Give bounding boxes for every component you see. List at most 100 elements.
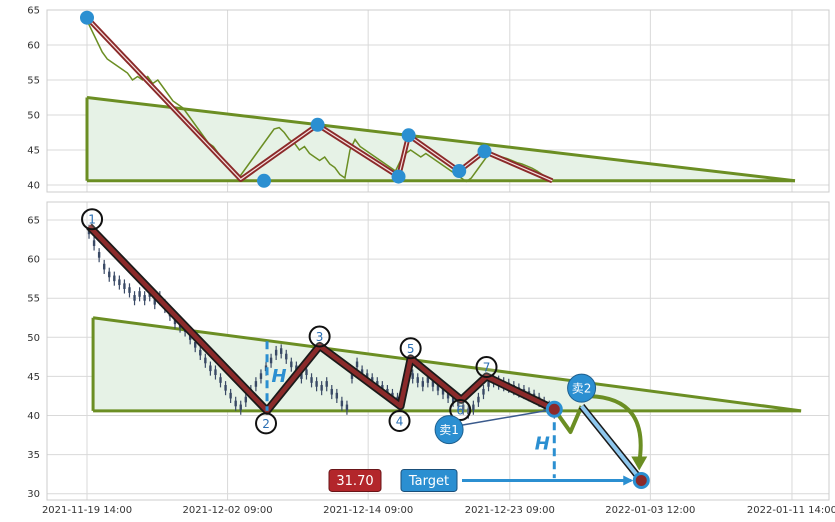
bottom-y-tick-label: 45 bbox=[27, 372, 40, 383]
top-panel-frame bbox=[46, 9, 830, 193]
top-pivot-point bbox=[452, 164, 467, 178]
candle-body bbox=[234, 400, 237, 407]
candle-body bbox=[426, 377, 430, 383]
curved-arrow-head bbox=[631, 456, 648, 471]
candle-body bbox=[467, 408, 470, 415]
pivot-label-circle bbox=[255, 412, 278, 435]
pivot-label-circle bbox=[449, 399, 472, 422]
candle-body bbox=[350, 373, 354, 379]
target-point bbox=[632, 471, 650, 489]
top-price-line bbox=[86, 20, 553, 183]
target-label-text: Target bbox=[408, 474, 449, 489]
candle-body bbox=[173, 318, 177, 325]
candle-body bbox=[219, 377, 222, 383]
sell-label: 卖2 bbox=[572, 382, 592, 396]
pivot-label-number: 7 bbox=[483, 361, 491, 375]
bottom-y-tick-label: 55 bbox=[27, 294, 40, 305]
candle-body bbox=[446, 392, 450, 399]
bottom-triangle-upper-line bbox=[92, 316, 802, 413]
candle-body bbox=[487, 381, 490, 387]
candle-body bbox=[365, 373, 369, 379]
bottom-y-tick-label: 35 bbox=[27, 450, 40, 461]
candle-body bbox=[118, 279, 121, 286]
candle-body bbox=[194, 342, 197, 348]
candle-body bbox=[360, 369, 364, 376]
candle-body bbox=[305, 369, 308, 376]
candle-body bbox=[285, 353, 288, 360]
candle-body bbox=[92, 240, 96, 246]
candle-body bbox=[441, 388, 445, 395]
candle-body bbox=[108, 271, 111, 278]
candle-body bbox=[214, 369, 217, 376]
candle-body bbox=[320, 385, 323, 391]
top-pivot-point bbox=[80, 10, 94, 25]
target-value-box bbox=[328, 468, 382, 492]
x-tick-label: 2022-01-03 12:00 bbox=[605, 505, 695, 516]
candle-body bbox=[279, 348, 283, 354]
candle-body bbox=[411, 373, 414, 379]
candle-body bbox=[300, 373, 303, 379]
h-marker-label: H bbox=[535, 434, 550, 455]
candle-body bbox=[128, 287, 131, 293]
candle-body bbox=[274, 349, 278, 356]
sell-circle bbox=[434, 415, 464, 445]
bottom-y-tick-label: 30 bbox=[27, 489, 40, 500]
sell-label: 卖1 bbox=[439, 423, 459, 437]
top-y-tick-label: 50 bbox=[27, 111, 40, 122]
x-tick-label: 2022-01-11 14:00 bbox=[747, 505, 835, 516]
candle-body bbox=[239, 404, 242, 411]
top-y-tick-label: 60 bbox=[27, 41, 40, 52]
top-y-tick-label: 65 bbox=[27, 6, 40, 17]
bottom-panel-frame bbox=[46, 201, 830, 501]
sell1-connector bbox=[458, 408, 555, 427]
x-tick-label: 2021-11-19 14:00 bbox=[42, 505, 132, 516]
curved-arrow bbox=[589, 394, 643, 463]
candle-body bbox=[325, 381, 328, 387]
bottom-y-tick-label: 60 bbox=[27, 255, 40, 266]
projection-rebound bbox=[552, 405, 584, 434]
candle-body bbox=[269, 357, 273, 364]
candle-body bbox=[113, 275, 116, 282]
candle-body bbox=[102, 263, 106, 270]
top-pivot-point bbox=[257, 173, 271, 188]
candle-body bbox=[224, 385, 227, 391]
projection-drop-inner bbox=[580, 404, 643, 482]
candle-body bbox=[123, 283, 126, 289]
top-y-tick-label: 45 bbox=[27, 146, 40, 157]
pivot-label-number: 1 bbox=[88, 213, 96, 227]
candle-body bbox=[188, 334, 192, 340]
pivot-label-circle bbox=[475, 356, 498, 379]
candle-body bbox=[204, 357, 207, 364]
candle-body bbox=[462, 404, 465, 411]
candle-body bbox=[290, 361, 293, 368]
target-value-text: 31.70 bbox=[336, 474, 373, 489]
top-pivot-point bbox=[401, 128, 416, 143]
candle-body bbox=[153, 298, 156, 305]
candle-body bbox=[244, 396, 247, 403]
top-triangle-upper-line bbox=[86, 96, 796, 183]
candle-body bbox=[315, 381, 318, 387]
candle-body bbox=[229, 392, 232, 399]
candle-body bbox=[456, 400, 460, 407]
candle-body bbox=[416, 377, 419, 383]
candle-body bbox=[310, 377, 313, 383]
pivot-label-number: 3 bbox=[316, 330, 324, 344]
top-y-tick-label: 40 bbox=[27, 181, 40, 192]
candle-body bbox=[472, 404, 475, 411]
x-tick-label: 2021-12-23 09:00 bbox=[465, 505, 555, 516]
sell-circle bbox=[567, 373, 597, 403]
candle-body bbox=[138, 291, 141, 297]
candle-body bbox=[143, 295, 146, 301]
h-marker-label: H bbox=[271, 366, 286, 387]
candle-body bbox=[431, 381, 435, 387]
candle-body bbox=[330, 388, 333, 395]
pivot-label-circle bbox=[399, 337, 422, 360]
candle-body bbox=[335, 392, 339, 399]
candle-body bbox=[371, 377, 374, 383]
top-pivot-point bbox=[310, 117, 325, 132]
candle-body bbox=[436, 385, 440, 391]
bottom-y-tick-label: 40 bbox=[27, 411, 40, 422]
bottom-y-tick-label: 50 bbox=[27, 333, 40, 344]
candle-body bbox=[199, 349, 202, 356]
